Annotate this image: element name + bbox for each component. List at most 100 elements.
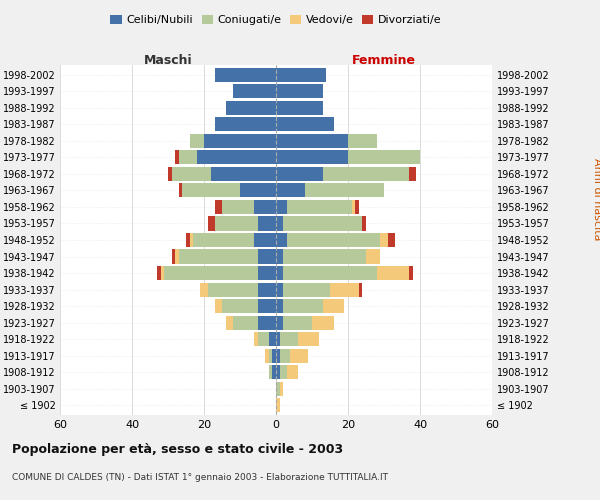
Bar — [276, 150, 348, 164]
Bar — [254, 332, 258, 346]
Bar — [280, 365, 287, 379]
Bar — [280, 332, 298, 346]
Bar — [276, 216, 283, 230]
Bar — [226, 316, 233, 330]
Bar — [172, 250, 175, 264]
Bar — [283, 282, 330, 296]
Bar — [258, 282, 276, 296]
Bar — [222, 200, 254, 214]
Bar — [190, 233, 193, 247]
Bar — [233, 316, 258, 330]
Bar — [388, 233, 395, 247]
Bar — [359, 282, 362, 296]
Bar — [276, 365, 280, 379]
Bar — [287, 365, 298, 379]
Bar — [190, 134, 204, 148]
Bar — [276, 348, 280, 362]
Text: Anni di nascita: Anni di nascita — [592, 158, 600, 240]
Bar — [409, 167, 416, 181]
Bar — [287, 233, 380, 247]
Bar — [215, 68, 276, 82]
Legend: Celibi/Nubili, Coniugati/e, Vedovi/e, Divorziati/e: Celibi/Nubili, Coniugati/e, Vedovi/e, Di… — [106, 10, 446, 30]
Bar — [254, 233, 276, 247]
Bar — [276, 299, 283, 313]
Bar — [269, 365, 272, 379]
Text: COMUNE DI CALDES (TN) - Dati ISTAT 1° gennaio 2003 - Elaborazione TUTTITALIA.IT: COMUNE DI CALDES (TN) - Dati ISTAT 1° ge… — [12, 472, 388, 482]
Bar — [272, 365, 276, 379]
Bar — [276, 316, 283, 330]
Bar — [179, 250, 258, 264]
Bar — [197, 150, 276, 164]
Bar — [280, 348, 290, 362]
Bar — [258, 316, 276, 330]
Bar — [276, 332, 280, 346]
Bar — [283, 216, 362, 230]
Bar — [276, 167, 323, 181]
Bar — [362, 216, 366, 230]
Bar — [179, 150, 197, 164]
Bar — [215, 216, 258, 230]
Bar — [200, 282, 208, 296]
Bar — [258, 216, 276, 230]
Bar — [409, 266, 413, 280]
Bar — [179, 184, 182, 198]
Bar — [258, 266, 276, 280]
Bar — [157, 266, 161, 280]
Bar — [276, 84, 323, 98]
Bar — [380, 233, 388, 247]
Bar — [258, 250, 276, 264]
Bar — [215, 299, 222, 313]
Bar — [323, 167, 409, 181]
Bar — [276, 134, 348, 148]
Bar — [355, 200, 359, 214]
Bar — [208, 216, 215, 230]
Bar — [215, 200, 222, 214]
Bar — [215, 118, 276, 132]
Text: Popolazione per età, sesso e stato civile - 2003: Popolazione per età, sesso e stato civil… — [12, 442, 343, 456]
Bar — [258, 332, 269, 346]
Bar — [254, 200, 276, 214]
Bar — [208, 282, 258, 296]
Bar — [276, 250, 283, 264]
Bar — [276, 184, 305, 198]
Bar — [366, 250, 380, 264]
Bar — [276, 118, 334, 132]
Bar — [283, 299, 323, 313]
Bar — [276, 68, 326, 82]
Bar — [186, 233, 190, 247]
Bar — [175, 150, 179, 164]
Bar — [283, 266, 377, 280]
Bar — [272, 348, 276, 362]
Bar — [172, 167, 211, 181]
Bar — [211, 167, 276, 181]
Bar — [276, 233, 287, 247]
Bar — [312, 316, 334, 330]
Bar — [323, 299, 344, 313]
Bar — [276, 266, 283, 280]
Bar — [204, 134, 276, 148]
Bar — [352, 200, 355, 214]
Bar — [269, 348, 272, 362]
Text: Maschi: Maschi — [143, 54, 193, 66]
Bar — [233, 84, 276, 98]
Bar — [298, 332, 319, 346]
Bar — [305, 184, 384, 198]
Bar — [193, 233, 254, 247]
Bar — [276, 101, 323, 115]
Bar — [164, 266, 258, 280]
Bar — [226, 101, 276, 115]
Bar — [182, 184, 240, 198]
Bar — [269, 332, 276, 346]
Bar — [175, 250, 179, 264]
Bar — [276, 382, 280, 396]
Text: Femmine: Femmine — [352, 54, 416, 66]
Bar — [240, 184, 276, 198]
Bar — [280, 382, 283, 396]
Bar — [283, 250, 366, 264]
Bar — [287, 200, 352, 214]
Bar — [348, 134, 377, 148]
Bar — [276, 398, 280, 412]
Bar — [348, 150, 420, 164]
Bar — [276, 282, 283, 296]
Bar — [290, 348, 308, 362]
